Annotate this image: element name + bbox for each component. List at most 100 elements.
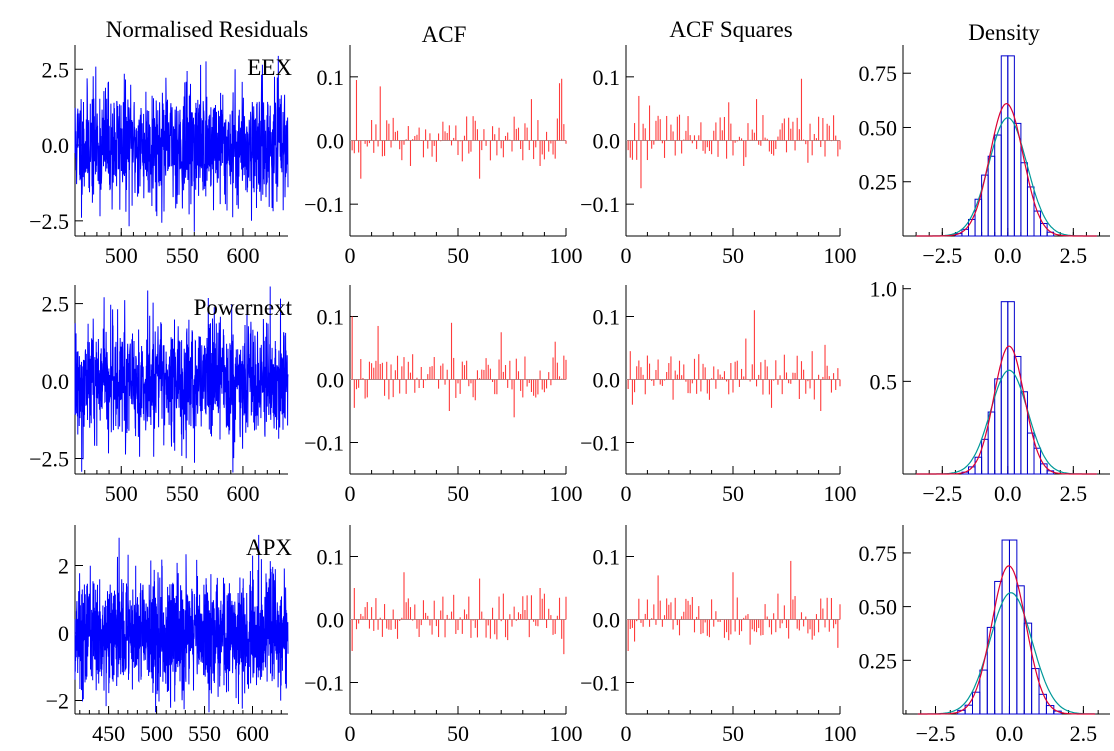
acf-eex-y-tick-label: 0.0 bbox=[317, 129, 345, 154]
acf-squares-powernext-x-tick-label: 50 bbox=[722, 481, 744, 506]
acf-squares-powernext-x-tick-label: 100 bbox=[824, 481, 857, 506]
density-eex-histogram-bar bbox=[1026, 186, 1035, 237]
density-powernext-histogram-bar bbox=[1033, 447, 1042, 475]
acf-powernext-x-tick-label: 0 bbox=[345, 481, 356, 506]
density-eex-histogram-bar bbox=[1007, 55, 1015, 237]
acf-squares-eex-y-tick-label: −0.1 bbox=[580, 192, 620, 217]
residuals-eex-x-tick-label: 600 bbox=[226, 243, 259, 268]
density-apx-histogram-bar bbox=[1045, 705, 1055, 715]
acf-eex-x-tick-label: 100 bbox=[550, 243, 583, 268]
density-powernext-y-tick-label: 0.5 bbox=[870, 369, 898, 394]
residuals-eex-series-label: EEX bbox=[247, 55, 292, 80]
density-powernext-x-tick-label: 2.5 bbox=[1060, 481, 1088, 506]
density-eex-y-tick-label: 0.25 bbox=[859, 170, 898, 195]
acf-squares-apx-x-tick-label: 0 bbox=[621, 721, 632, 746]
acf-squares-eex-x-tick-label: 100 bbox=[824, 243, 857, 268]
density-apx-histogram-bar bbox=[1038, 693, 1047, 715]
density-powernext-kernel-curve bbox=[916, 345, 1097, 475]
residuals-powernext-series-label: Powernext bbox=[194, 295, 293, 320]
acf-squares-powernext-y-tick-label: 0.1 bbox=[593, 305, 621, 330]
acf-apx-x-tick-label: 0 bbox=[345, 721, 356, 746]
acf-apx-y-tick-label: 0.0 bbox=[317, 608, 345, 633]
acf-powernext-x-tick-label: 100 bbox=[550, 481, 583, 506]
acf-squares-apx-x-tick-label: 50 bbox=[722, 721, 744, 746]
acf-squares-apx-y-tick-label: −0.1 bbox=[580, 671, 620, 696]
residuals-apx-x-tick-label: 600 bbox=[236, 721, 269, 746]
density-apx-histogram-bar bbox=[1031, 668, 1040, 715]
density-eex-histogram-bar bbox=[1000, 55, 1009, 237]
residuals-apx-x-tick-label: 550 bbox=[188, 721, 221, 746]
density-apx-y-tick-label: 0.75 bbox=[859, 541, 898, 566]
density-powernext-histogram-bar bbox=[1007, 301, 1015, 475]
density-apx-normal-curve bbox=[917, 592, 1096, 715]
column-title-density: Density bbox=[968, 20, 1040, 45]
residuals-eex-x-tick-label: 550 bbox=[166, 243, 199, 268]
density-apx-y-tick-label: 0.50 bbox=[859, 595, 898, 620]
density-eex-y-tick-label: 0.50 bbox=[859, 115, 898, 140]
density-eex-x-tick-label: 0.0 bbox=[994, 243, 1022, 268]
density-eex-panel: 0.75 0.50 0.25 −2.5 0.0 2.5 bbox=[859, 45, 1110, 268]
density-powernext-histogram-bar bbox=[974, 456, 983, 475]
acf-squares-apx-y-tick-label: 0.0 bbox=[593, 608, 621, 633]
density-eex-kernel-curve bbox=[916, 102, 1097, 237]
residuals-powernext-residual-line bbox=[74, 286, 289, 473]
column-title-residuals: Normalised Residuals bbox=[106, 17, 309, 42]
density-apx-kernel-curve bbox=[917, 565, 1096, 715]
acf-eex-y-tick-label: −0.1 bbox=[304, 192, 344, 217]
acf-squares-powernext-y-tick-label: 0.0 bbox=[593, 368, 621, 393]
density-powernext-x-tick-label: 0.0 bbox=[994, 481, 1022, 506]
residuals-eex-panel: 2.5 0.0 −2.5 500 550 600 EEX bbox=[29, 45, 292, 268]
residuals-powernext-x-tick-label: 600 bbox=[226, 481, 259, 506]
column-title-acf-squares: ACF Squares bbox=[669, 17, 792, 42]
density-eex-normal-curve bbox=[916, 117, 1097, 237]
density-eex-y-tick-label: 0.75 bbox=[859, 61, 898, 86]
acf-apx-x-tick-label: 50 bbox=[447, 721, 469, 746]
acf-squares-apx-x-tick-label: 100 bbox=[824, 721, 857, 746]
residuals-eex-y-tick-label: 2.5 bbox=[42, 57, 70, 82]
residuals-apx-y-tick-label: 2 bbox=[58, 554, 69, 579]
residuals-apx-residual-line bbox=[74, 534, 289, 713]
density-eex-x-tick-label: −2.5 bbox=[922, 243, 962, 268]
residuals-powernext-y-tick-label: −2.5 bbox=[29, 447, 69, 472]
residuals-eex-residual-line bbox=[74, 55, 289, 232]
density-apx-x-tick-label: 2.5 bbox=[1070, 721, 1098, 746]
density-apx-x-tick-label: 0.0 bbox=[996, 721, 1024, 746]
density-apx-y-tick-label: 0.25 bbox=[859, 648, 898, 673]
residuals-apx-x-tick-label: 450 bbox=[92, 721, 125, 746]
acf-squares-eex-y-tick-label: 0.1 bbox=[593, 65, 621, 90]
residuals-eex-y-tick-label: 0.0 bbox=[42, 133, 70, 158]
residuals-powernext-panel: 2.5 0.0 −2.5 500 550 600 Powernext bbox=[29, 285, 293, 506]
residuals-powernext-x-tick-label: 500 bbox=[105, 481, 138, 506]
residuals-apx-panel: 2 0 −2 450 500 550 600 APX bbox=[46, 525, 292, 746]
density-powernext-histogram-bar bbox=[1020, 391, 1028, 475]
density-powernext-panel: 1.0 0.5 −2.5 0.0 2.5 bbox=[870, 277, 1110, 506]
residuals-apx-y-tick-label: 0 bbox=[58, 621, 69, 646]
acf-apx-y-tick-label: 0.1 bbox=[317, 545, 345, 570]
acf-eex-y-tick-label: 0.1 bbox=[317, 65, 345, 90]
acf-apx-y-tick-label: −0.1 bbox=[304, 671, 344, 696]
acf-eex-x-tick-label: 50 bbox=[447, 243, 469, 268]
acf-powernext-y-tick-label: 0.0 bbox=[317, 368, 345, 393]
acf-apx-panel: 0.1 0.0 −0.10 50 100 bbox=[304, 525, 583, 746]
column-title-acf: ACF bbox=[422, 22, 467, 47]
residuals-eex-y-tick-label: −2.5 bbox=[29, 209, 69, 234]
acf-squares-eex-x-tick-label: 0 bbox=[621, 243, 632, 268]
density-eex-x-tick-label: 2.5 bbox=[1060, 243, 1088, 268]
acf-squares-eex-x-tick-label: 50 bbox=[722, 243, 744, 268]
density-eex-histogram-bar bbox=[994, 134, 1002, 237]
acf-squares-apx-panel: 0.1 0.0 −0.10 50 100 bbox=[580, 525, 857, 746]
acf-eex-x-tick-label: 0 bbox=[345, 243, 356, 268]
residuals-powernext-y-tick-label: 0.0 bbox=[42, 369, 70, 394]
density-powernext-y-tick-label: 1.0 bbox=[870, 277, 898, 302]
density-powernext-histogram-bar bbox=[1000, 301, 1009, 475]
acf-powernext-y-tick-label: 0.1 bbox=[317, 305, 345, 330]
acf-squares-powernext-panel: 0.1 0.0 −0.10 50 100 bbox=[580, 285, 857, 506]
density-apx-x-tick-label: −2.5 bbox=[916, 721, 956, 746]
acf-squares-eex-y-tick-label: 0.0 bbox=[593, 129, 621, 154]
acf-squares-eex-panel: 0.1 0.0 −0.1 0 50 100 bbox=[580, 45, 857, 268]
acf-apx-x-tick-label: 100 bbox=[550, 721, 583, 746]
residuals-eex-x-tick-label: 500 bbox=[105, 243, 138, 268]
acf-powernext-y-tick-label: −0.1 bbox=[304, 431, 344, 456]
